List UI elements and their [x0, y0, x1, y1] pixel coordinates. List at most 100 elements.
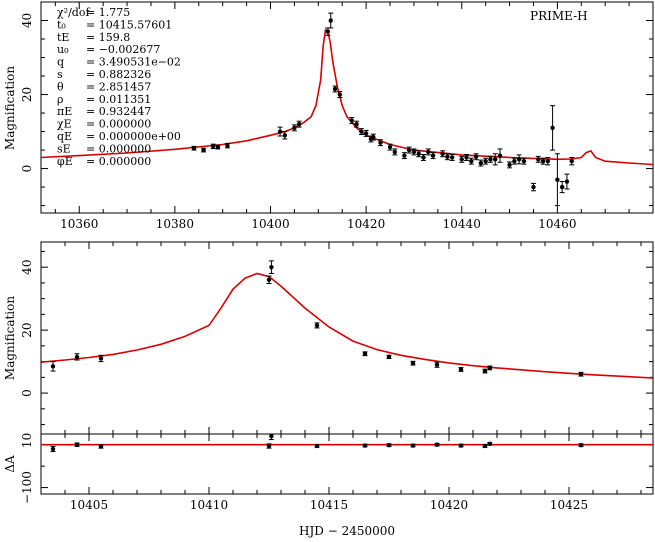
top-y-tick-label: 40 — [20, 13, 34, 28]
top-data-point — [277, 129, 283, 134]
residual-data-point — [410, 443, 416, 448]
param-label: s — [57, 68, 63, 81]
residual-data-point — [362, 443, 368, 448]
middle-data-point — [434, 362, 440, 367]
residual-data-point — [74, 442, 80, 447]
top-data-point — [363, 131, 369, 136]
top-data-point — [411, 149, 417, 155]
top-data-point — [215, 144, 221, 150]
param-value: = 0.011351 — [86, 93, 151, 106]
residual-panel-frame — [40, 433, 654, 495]
residual-y-axis-label: ΔA — [3, 455, 17, 473]
middle-panel: 0 20 40 Magnification — [3, 241, 654, 435]
param-label: φE — [57, 155, 73, 168]
top-data-point — [225, 143, 230, 148]
top-data-point — [507, 162, 512, 168]
residual-data-point — [269, 434, 274, 439]
param-value: = 1.775 — [86, 6, 130, 19]
residual-x-tick-label: 10425 — [550, 498, 588, 512]
residual-y-tick-label: 10 — [20, 433, 34, 448]
residual-data-point — [266, 443, 272, 449]
middle-data-point — [386, 354, 392, 360]
top-panel-frame — [40, 1, 654, 214]
residual-x-tick-label: 10410 — [190, 498, 228, 512]
top-data-point — [536, 157, 541, 162]
top-x-tick-label: 10420 — [347, 217, 385, 231]
top-data-point — [521, 158, 527, 164]
top-data-point — [545, 158, 551, 164]
top-model-curve — [41, 28, 653, 166]
param-label: tE — [57, 31, 69, 44]
top-data-point — [469, 158, 474, 164]
middle-y-tick-label: 0 — [20, 389, 34, 397]
top-data-point — [387, 144, 393, 150]
middle-y-axis-label: Magnification — [3, 296, 17, 380]
top-data-point — [559, 184, 565, 190]
top-data-point — [459, 157, 464, 162]
middle-y-tick-label: 20 — [20, 322, 34, 337]
top-data-point — [332, 86, 338, 92]
residual-x-tick-label: 10420 — [430, 498, 468, 512]
param-label: χE — [57, 118, 72, 131]
top-data-point — [555, 177, 560, 182]
fit-parameters: χ²/dof= 1.775 t₀ = 10415.57601 tE = 159.8 u₀ =… — [57, 6, 181, 168]
residual-x-tick-label: 10415 — [310, 498, 348, 512]
top-data-point — [359, 129, 364, 134]
top-data-point — [531, 184, 536, 190]
top-data-point — [378, 140, 383, 145]
top-data-point — [328, 18, 333, 23]
top-data-point — [473, 154, 479, 159]
top-y-axis-label: Magnification — [3, 66, 17, 150]
param-value: = 159.8 — [86, 31, 130, 44]
middle-data-point — [578, 371, 584, 377]
top-data-point — [430, 153, 436, 158]
middle-data-point — [458, 367, 464, 372]
middle-data-point — [410, 360, 416, 366]
top-data-point — [540, 158, 546, 164]
residual-data-point — [482, 443, 488, 449]
residual-data-point — [434, 442, 440, 447]
top-data-point — [402, 153, 407, 158]
param-label: θ — [57, 80, 64, 93]
top-data-point — [392, 149, 398, 155]
residual-data-point — [458, 443, 464, 448]
param-label: sE — [57, 142, 71, 155]
top-data-point — [282, 133, 288, 138]
top-x-tick-label: 10360 — [60, 217, 98, 231]
residual-x-tick-label: 10405 — [70, 498, 108, 512]
observatory-label: PRIME-H — [530, 9, 588, 23]
top-y-tick-label: 0 — [20, 165, 34, 173]
param-value: = 0.000000 — [86, 155, 151, 168]
top-data-point — [440, 151, 445, 156]
param-label: χ²/dof — [57, 6, 90, 19]
top-data-point — [445, 154, 450, 159]
param-value: = 10415.57601 — [86, 18, 172, 31]
top-data-point — [371, 134, 376, 140]
top-data-point — [478, 160, 484, 166]
top-data-point — [483, 158, 488, 164]
top-x-tick-label: 10400 — [251, 217, 289, 231]
top-data-point — [325, 29, 331, 34]
param-value: = 0.932447 — [86, 105, 151, 118]
top-data-point — [516, 157, 522, 162]
middle-data-point — [50, 364, 56, 369]
param-label: t₀ — [57, 18, 66, 31]
param-label: πE — [57, 105, 72, 118]
middle-data-point — [98, 356, 104, 361]
x-axis-label: HJD − 2450000 — [299, 524, 395, 538]
top-data-point — [406, 147, 412, 153]
top-data-point — [550, 125, 555, 131]
residual-data-point — [314, 443, 320, 449]
param-value: = −0.002677 — [86, 43, 160, 56]
middle-data-point — [314, 323, 320, 328]
top-data-point — [464, 155, 469, 160]
param-label: ρ — [57, 93, 63, 106]
top-data-point — [488, 157, 493, 162]
middle-data-point — [266, 277, 272, 282]
top-data-point — [416, 151, 421, 156]
top-data-point — [292, 125, 297, 131]
param-label: u₀ — [57, 43, 69, 56]
top-x-tick-label: 10460 — [538, 217, 576, 231]
top-data-point — [354, 121, 359, 127]
